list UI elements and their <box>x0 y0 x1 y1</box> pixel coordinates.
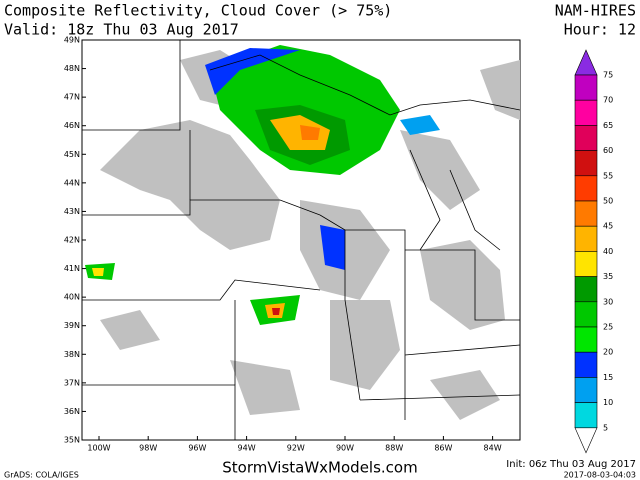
lat-label: 37N <box>64 378 80 387</box>
colorbar: 75 70 65 60 55 50 45 40 35 30 25 20 15 10 5 <box>574 49 613 454</box>
colorbar-label: 70 <box>603 96 613 105</box>
colorbar-label: 45 <box>603 222 613 231</box>
colorbar-band <box>574 402 598 429</box>
lat-label: 49N <box>64 36 80 45</box>
grads-credit: GrADS: COLA/IGES <box>4 471 79 480</box>
colorbar-band <box>574 99 598 126</box>
colorbar-end <box>574 49 598 76</box>
colorbar-band <box>574 150 598 177</box>
lon-label: 94W <box>238 444 256 453</box>
lat-label: 46N <box>64 121 80 130</box>
colorbar-end <box>574 427 598 454</box>
lat-labels: 49N 48N 47N 46N 45N 44N 43N 42N 41N 40N 39N 38N 37N 3… <box>64 36 86 445</box>
lat-label: 48N <box>64 64 80 73</box>
colorbar-band <box>574 301 598 328</box>
timestamp: 2017-08-03-04:03 <box>564 471 636 480</box>
borders <box>82 40 521 440</box>
colorbar-label: 10 <box>603 398 613 407</box>
colorbar-label: 75 <box>603 71 613 80</box>
lon-label: 96W <box>188 444 206 453</box>
lat-label: 47N <box>64 93 80 102</box>
lat-label: 44N <box>64 178 80 187</box>
colorbar-label: 30 <box>603 297 613 306</box>
colorbar-band <box>574 225 598 252</box>
lon-label: 88W <box>385 444 403 453</box>
colorbar-label: 35 <box>603 272 613 281</box>
reflectivity <box>85 45 440 325</box>
lat-label: 35N <box>64 436 80 445</box>
colorbar-label: 55 <box>603 171 613 180</box>
lon-label: 98W <box>139 444 157 453</box>
colorbar-label: 50 <box>603 197 613 206</box>
colorbar-band <box>574 351 598 378</box>
lat-label: 38N <box>64 350 80 359</box>
lon-label: 86W <box>434 444 452 453</box>
lat-label: 39N <box>64 321 80 330</box>
colorbar-label: 20 <box>603 348 613 357</box>
colorbar-label: 40 <box>603 247 613 256</box>
map-area <box>81 39 521 441</box>
lon-label: 84W <box>484 444 502 453</box>
lon-labels: 100W 98W 96W 94W 92W 90W 88W 86W 84W <box>87 436 502 453</box>
colorbar-band <box>574 276 598 303</box>
lon-label: 92W <box>287 444 305 453</box>
lon-label: 100W <box>87 444 110 453</box>
lat-label: 36N <box>64 407 80 416</box>
colorbar-label: 65 <box>603 121 613 130</box>
colorbar-band <box>574 377 598 403</box>
forecast-hour: Hour: 12 <box>564 21 636 39</box>
colorbar-label: 25 <box>603 323 613 332</box>
colorbar-label: 60 <box>603 146 613 155</box>
colorbar-band <box>574 74 598 101</box>
colorbar-label: 5 <box>603 423 608 432</box>
colorbar-band <box>574 125 598 151</box>
colorbar-band <box>574 326 598 353</box>
title: Composite Reflectivity, Cloud Cover (> 7… <box>4 2 392 20</box>
colorbar-label: 15 <box>603 373 613 382</box>
site-name: StormVistaWxModels.com <box>222 459 417 477</box>
model-name: NAM-HIRES <box>555 2 636 20</box>
lat-label: 45N <box>64 150 80 159</box>
lat-label: 43N <box>64 207 80 216</box>
lon-label: 90W <box>336 444 354 453</box>
colorbar-band <box>574 200 598 227</box>
init-time: Init: 06z Thu 03 Aug 2017 <box>506 459 636 470</box>
lat-label: 41N <box>64 264 80 273</box>
colorbar-band <box>574 251 598 277</box>
valid-time: Valid: 18z Thu 03 Aug 2017 <box>4 21 239 39</box>
lat-label: 40N <box>64 293 80 302</box>
lat-label: 42N <box>64 236 80 245</box>
colorbar-band <box>574 175 598 202</box>
